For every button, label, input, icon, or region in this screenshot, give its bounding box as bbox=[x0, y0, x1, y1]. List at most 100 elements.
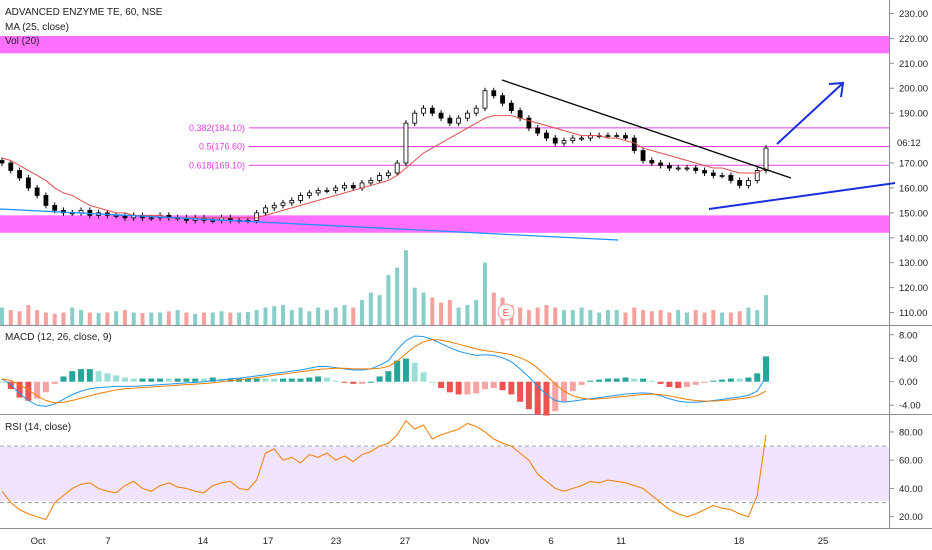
macd-histogram-bar bbox=[192, 378, 199, 382]
macd-histogram-bar bbox=[701, 381, 708, 383]
macd-histogram-bar bbox=[359, 381, 366, 384]
volume-bar bbox=[641, 310, 646, 325]
volume-bar bbox=[737, 311, 742, 325]
macd-histogram-bar bbox=[455, 381, 462, 395]
volume-bar bbox=[456, 307, 461, 325]
macd-histogram-bar bbox=[86, 369, 93, 382]
vol-legend: Vol (20) bbox=[5, 36, 39, 47]
macd-histogram-bar bbox=[271, 378, 278, 382]
volume-bar bbox=[623, 312, 628, 325]
volume-bar bbox=[746, 307, 751, 325]
macd-histogram-bar bbox=[763, 356, 769, 382]
candle-body bbox=[561, 140, 567, 144]
resistance-zone-0 bbox=[0, 35, 889, 54]
candle-body bbox=[368, 180, 374, 184]
volume-bar bbox=[307, 311, 312, 325]
macd-histogram-bar bbox=[280, 378, 287, 382]
price-tick-label: 130.00 bbox=[899, 258, 928, 269]
volume-bar bbox=[70, 307, 75, 325]
volume-bar bbox=[166, 311, 171, 325]
time-badge-text: 06:12 bbox=[897, 138, 921, 149]
candle-body bbox=[473, 107, 479, 114]
candle-body bbox=[640, 150, 646, 161]
macd-histogram-bar bbox=[288, 378, 295, 382]
earnings-marker[interactable] bbox=[497, 303, 515, 321]
macd-histogram-bar bbox=[350, 381, 357, 384]
candle-body bbox=[675, 167, 681, 170]
volume-bar bbox=[482, 262, 487, 325]
macd-histogram-bar bbox=[710, 380, 717, 382]
macd-histogram-bar bbox=[315, 376, 322, 382]
macd-histogram-bar bbox=[745, 377, 752, 382]
macd-histogram-bar bbox=[367, 381, 374, 383]
volume-bar bbox=[254, 310, 259, 325]
macd-histogram-bar bbox=[499, 381, 506, 391]
volume-bar bbox=[324, 310, 329, 325]
time-tick-label: 25 bbox=[818, 536, 829, 547]
macd-histogram-bar bbox=[306, 377, 313, 382]
earnings-label: E bbox=[503, 308, 510, 319]
candle-body bbox=[570, 137, 576, 141]
candle-body bbox=[429, 107, 435, 114]
rsi-tick-label: 20.00 bbox=[899, 512, 923, 523]
trendline-black[interactable] bbox=[501, 79, 792, 179]
candle-body bbox=[508, 102, 514, 112]
volume-bar bbox=[377, 295, 382, 325]
candle-body bbox=[280, 202, 286, 206]
time-tick-label: 11 bbox=[616, 536, 626, 547]
candle-body bbox=[684, 167, 690, 170]
volume-bar bbox=[87, 312, 92, 325]
macd-histogram-bar bbox=[113, 375, 120, 382]
candle-body bbox=[658, 162, 664, 166]
volume-bar bbox=[360, 300, 365, 325]
volume-bar bbox=[526, 310, 531, 325]
macd-histogram-bar bbox=[420, 372, 427, 382]
candle-body bbox=[500, 95, 505, 104]
volume-bar bbox=[667, 312, 672, 325]
chart-title: ADVANCED ENZYME TE, 60, NSE bbox=[5, 7, 163, 18]
volume-bar bbox=[43, 312, 48, 325]
macd-histogram-bar bbox=[253, 378, 260, 382]
volume-bar bbox=[605, 310, 610, 325]
macd-histogram-bar bbox=[675, 381, 682, 389]
price-tick-label: 220.00 bbox=[899, 34, 928, 45]
candle-body bbox=[605, 135, 611, 137]
candle-body bbox=[693, 167, 699, 171]
macd-histogram-bar bbox=[376, 376, 383, 382]
time-tick-label: 27 bbox=[400, 536, 411, 547]
macd-histogram-bar bbox=[490, 381, 497, 389]
macd-tick-label: 4.00 bbox=[899, 354, 918, 365]
volume-bar bbox=[693, 310, 698, 325]
macd-histogram-bar bbox=[139, 378, 146, 382]
macd-histogram-bar bbox=[209, 377, 216, 382]
macd-histogram-bar bbox=[736, 378, 743, 382]
candle-body bbox=[719, 175, 725, 177]
macd-histogram-bar bbox=[394, 360, 401, 382]
volume-bar bbox=[149, 312, 154, 325]
time-tick-label: 17 bbox=[263, 536, 274, 547]
volume-bar bbox=[17, 311, 22, 325]
macd-histogram-bar bbox=[683, 381, 690, 388]
macd-histogram-bar bbox=[332, 380, 339, 382]
candle-body bbox=[52, 204, 58, 211]
candle-body bbox=[456, 117, 462, 124]
candle-body bbox=[728, 175, 734, 181]
volume-bar bbox=[131, 312, 136, 325]
support-line-blue[interactable] bbox=[708, 182, 896, 210]
candle-body bbox=[254, 212, 260, 221]
macd-tick-label: 8.00 bbox=[899, 330, 918, 341]
candle-body bbox=[623, 135, 628, 139]
volume-bar bbox=[597, 312, 602, 325]
candle-body bbox=[614, 135, 620, 137]
volume-bar bbox=[281, 305, 286, 325]
trendline-blue-lower[interactable] bbox=[0, 208, 619, 241]
volume-bar bbox=[122, 310, 127, 325]
arrow-shaft[interactable] bbox=[776, 82, 844, 145]
candle-body bbox=[394, 162, 400, 174]
volume-bar bbox=[720, 312, 725, 325]
volume-bar bbox=[245, 312, 250, 325]
candle-body bbox=[579, 137, 584, 140]
volume-bar bbox=[342, 305, 347, 325]
candle-body bbox=[552, 137, 558, 144]
macd-histogram-bar bbox=[78, 369, 85, 382]
